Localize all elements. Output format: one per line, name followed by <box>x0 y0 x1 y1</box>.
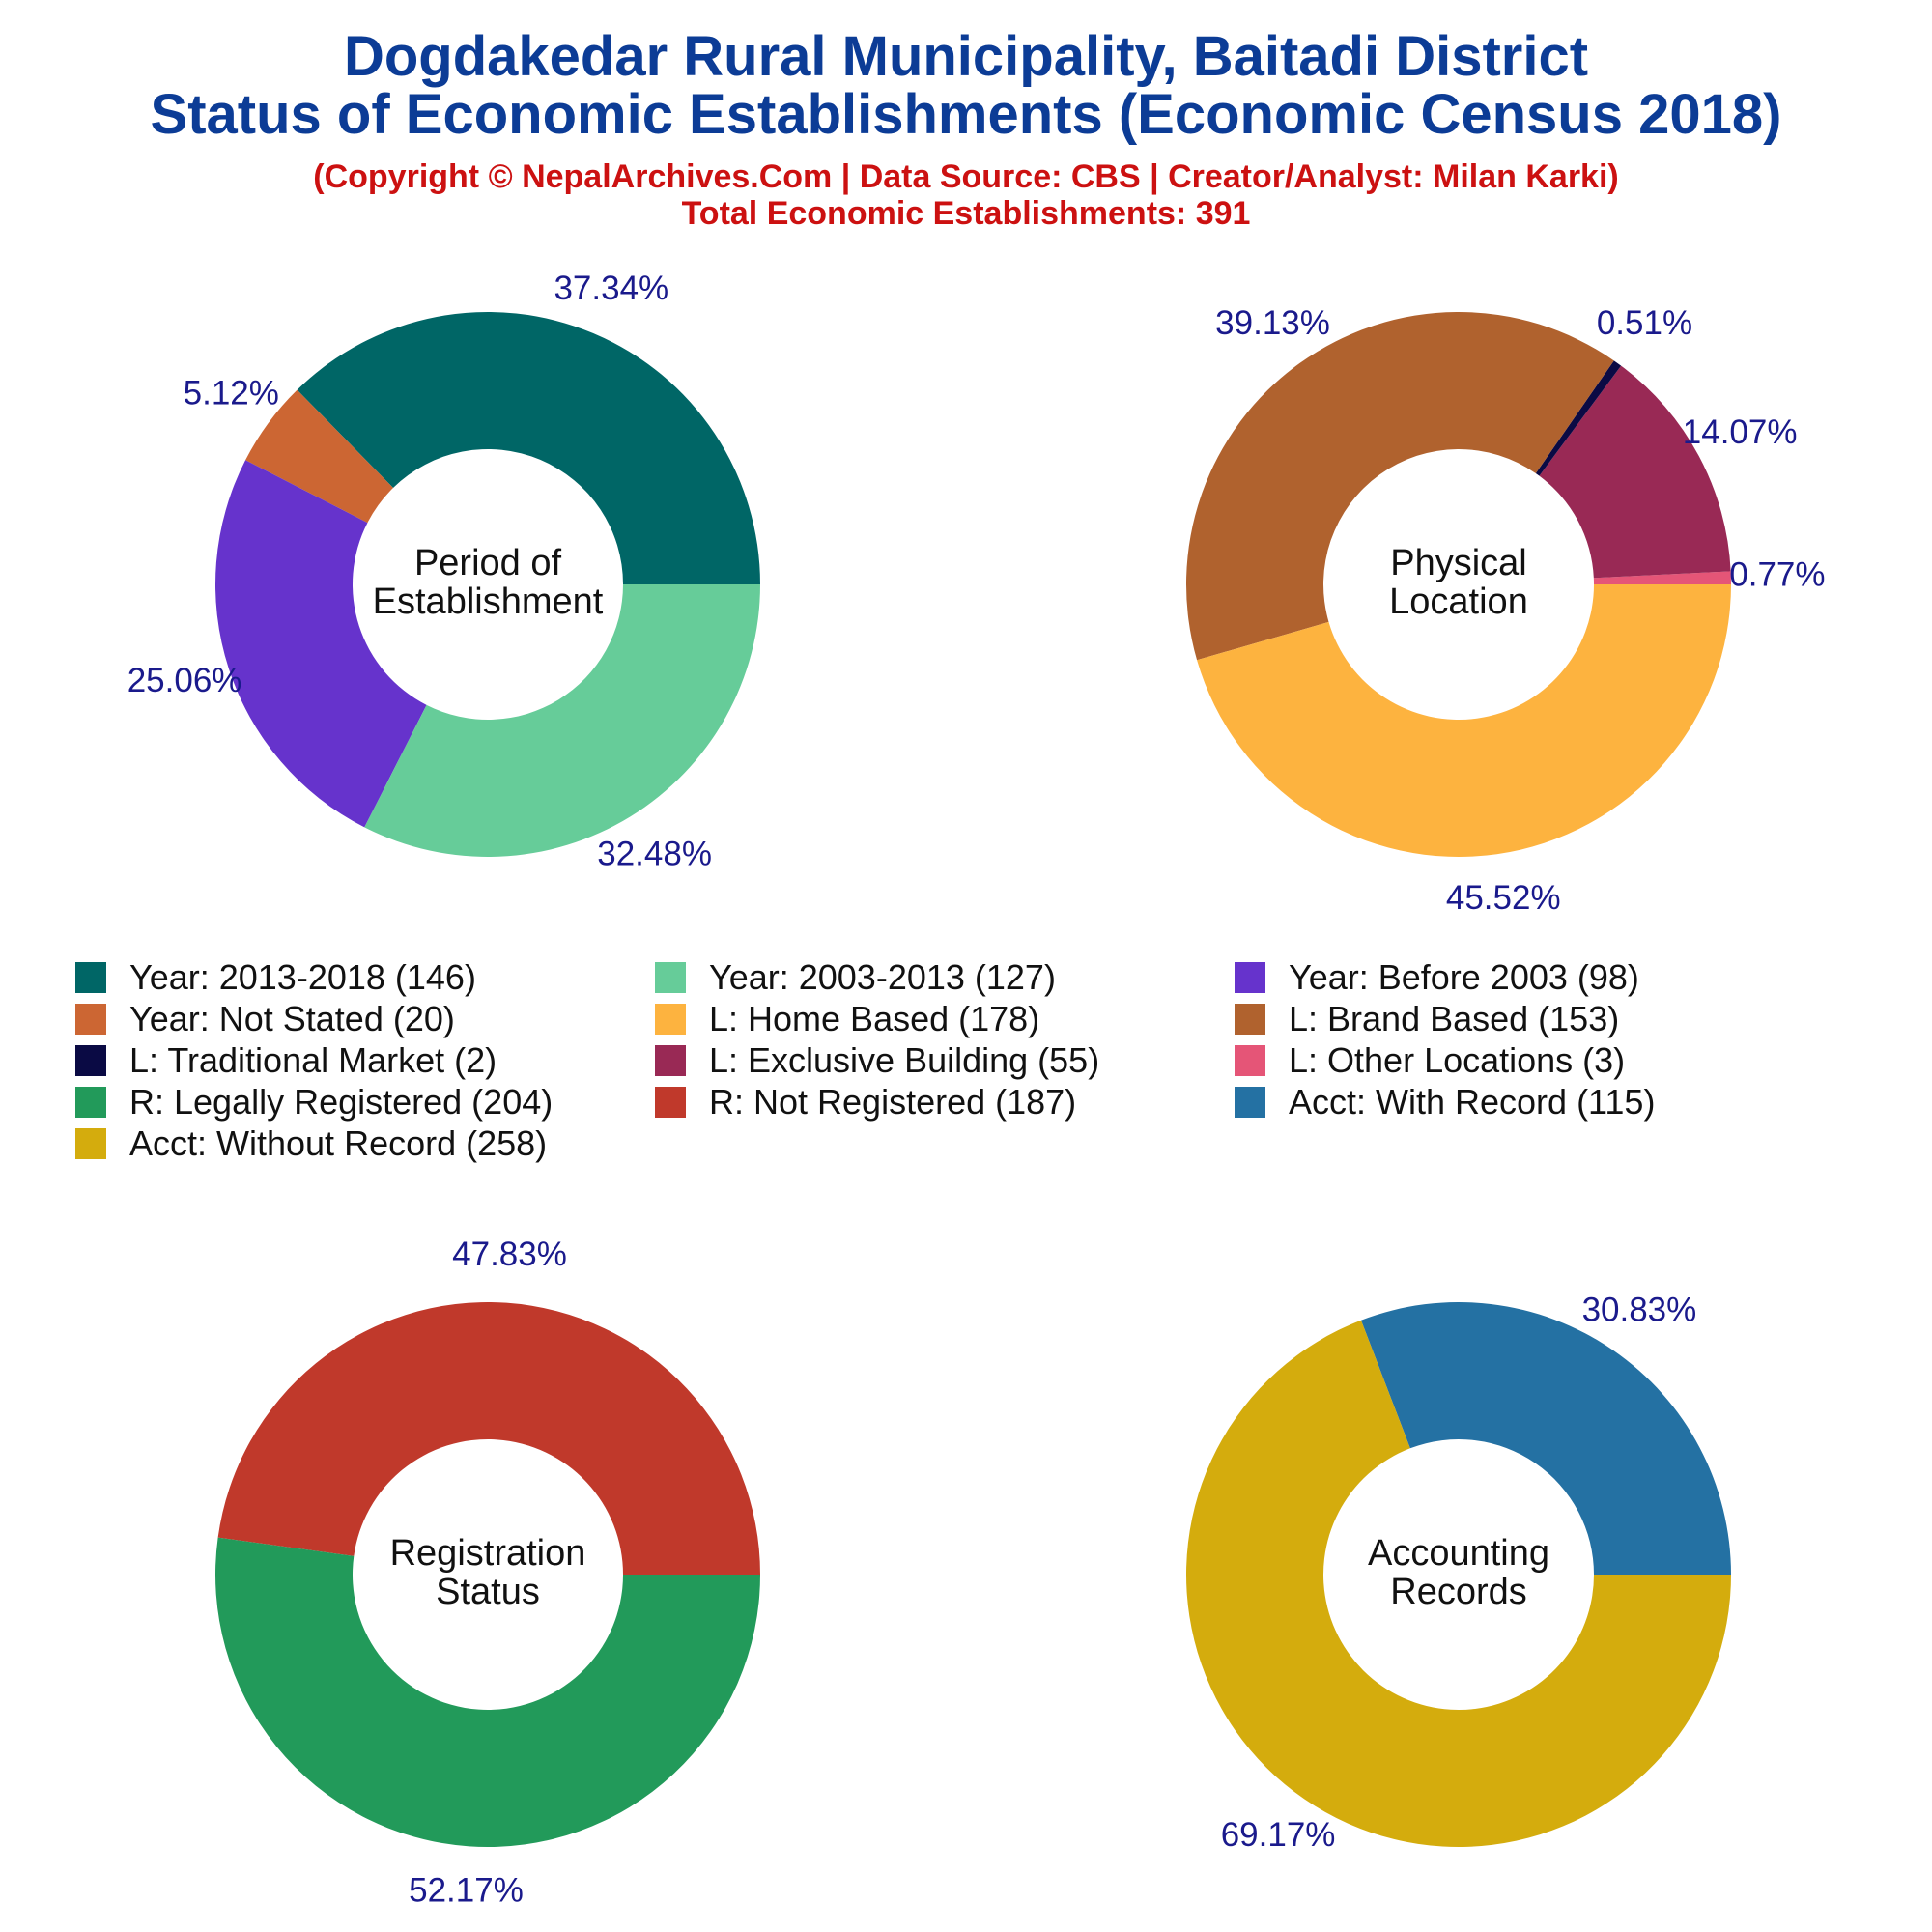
donut-slice <box>214 460 427 828</box>
legend-item: L: Exclusive Building (55) <box>655 1040 1100 1080</box>
legend-item: L: Brand Based (153) <box>1235 999 1620 1038</box>
legend-label: Year: Not Stated (20) <box>129 999 455 1038</box>
donut-center-label: Period of <box>414 543 562 583</box>
donut-chart-1: 37.34% 5.12% 25.06% 32.48% Period ofEstablis… <box>128 270 760 873</box>
legend-item: Year: 2013-2018 (146) <box>75 957 476 997</box>
copyright-note: (Copyright © NepalArchives.Com | Data So… <box>313 158 1619 195</box>
donut-slice <box>1360 1302 1731 1575</box>
legend-label: L: Home Based (178) <box>709 999 1040 1038</box>
slice-percent-label: 30.83% <box>1582 1291 1697 1328</box>
donut-slice <box>297 312 760 584</box>
donut-slice <box>1185 1320 1731 1848</box>
donut-center-label: Establishment <box>373 582 604 622</box>
donut-slice <box>245 389 394 524</box>
slice-percent-label: 39.13% <box>1215 304 1330 342</box>
legend-swatch <box>75 1128 106 1159</box>
donut-slice <box>1593 571 1731 584</box>
donut-slice <box>1535 360 1622 476</box>
donut-center-label: Records <box>1390 1572 1527 1612</box>
slice-percent-label: 69.17% <box>1221 1816 1336 1854</box>
legend-label: R: Legally Registered (204) <box>129 1082 554 1122</box>
slice-percent-label: 37.34% <box>554 270 668 307</box>
legend-swatch <box>1235 1004 1265 1035</box>
legend-label: Acct: Without Record (258) <box>129 1123 548 1163</box>
chart-title-line-1: Dogdakedar Rural Municipality, Baitadi D… <box>343 25 1589 88</box>
legend-item: L: Other Locations (3) <box>1235 1040 1626 1080</box>
legend-label: Year: 2003-2013 (127) <box>709 957 1056 997</box>
donut-center-label: Registration <box>390 1533 586 1574</box>
slice-percent-label: 5.12% <box>184 375 279 412</box>
donut-center-label: Accounting <box>1368 1533 1549 1574</box>
legend-swatch <box>1235 1087 1265 1118</box>
legend-label: Acct: With Record (115) <box>1289 1082 1656 1122</box>
total-establishments: Total Economic Establishments: 391 <box>681 195 1251 232</box>
slice-percent-label: 0.77% <box>1729 555 1825 593</box>
donut-center-label: Physical <box>1390 543 1527 583</box>
legend-item: Acct: With Record (115) <box>1235 1082 1656 1122</box>
legend-label: L: Exclusive Building (55) <box>709 1040 1100 1080</box>
legend-label: L: Other Locations (3) <box>1289 1040 1626 1080</box>
slice-percent-label: 45.52% <box>1446 879 1561 917</box>
donut-center-label: Location <box>1389 582 1528 622</box>
slice-percent-label: 52.17% <box>409 1871 524 1909</box>
legend-swatch <box>1235 1045 1265 1076</box>
legend-item: Acct: Without Record (258) <box>75 1123 548 1163</box>
legend-label: L: Traditional Market (2) <box>129 1040 497 1080</box>
legend-item: R: Legally Registered (204) <box>75 1082 554 1122</box>
legend-swatch <box>655 1004 686 1035</box>
slice-percent-label: 32.48% <box>597 836 712 873</box>
donut-slice <box>1185 312 1614 661</box>
slice-percent-label: 0.51% <box>1597 304 1692 342</box>
legend-swatch <box>1235 962 1265 993</box>
slice-percent-label: 14.07% <box>1683 413 1798 451</box>
donut-slice <box>364 584 760 857</box>
legend-item: Year: Before 2003 (98) <box>1235 957 1639 997</box>
donut-slice <box>215 1537 761 1847</box>
legend-item: R: Not Registered (187) <box>655 1082 1077 1122</box>
legend-swatch <box>75 962 106 993</box>
legend-label: R: Not Registered (187) <box>709 1082 1077 1122</box>
legend-item: L: Traditional Market (2) <box>75 1040 497 1080</box>
donut-slice <box>1197 584 1731 857</box>
donut-chart-2: 0.77% 14.07% 0.51% 39.13% 45.52% PhysicalLoca… <box>1185 304 1826 917</box>
slice-percent-label: 25.06% <box>128 662 242 699</box>
donut-slice <box>217 1301 760 1575</box>
slice-percent-label: 47.83% <box>452 1236 567 1273</box>
donut-center-label: Status <box>436 1572 540 1612</box>
legend-swatch <box>655 962 686 993</box>
legend-item: L: Home Based (178) <box>655 999 1040 1038</box>
legend-swatch <box>75 1087 106 1118</box>
legend-item: Year: Not Stated (20) <box>75 999 455 1038</box>
legend-swatch <box>75 1004 106 1035</box>
legend-swatch <box>655 1087 686 1118</box>
chart-title-line-2: Status of Economic Establishments (Econo… <box>150 83 1782 146</box>
legend-swatch <box>75 1045 106 1076</box>
legend-label: Year: Before 2003 (98) <box>1289 957 1639 997</box>
legend-item: Year: 2003-2013 (127) <box>655 957 1056 997</box>
donut-slice <box>1539 365 1731 579</box>
legend-label: L: Brand Based (153) <box>1289 999 1620 1038</box>
legend-swatch <box>655 1045 686 1076</box>
legend-label: Year: 2013-2018 (146) <box>129 957 476 997</box>
